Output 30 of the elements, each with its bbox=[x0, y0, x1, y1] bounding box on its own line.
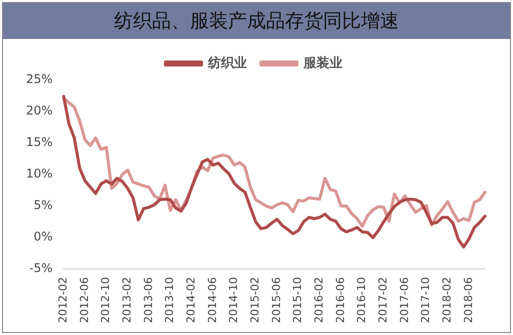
legend-label: 服装业 bbox=[302, 56, 342, 71]
x-tick-label: 2016-10 bbox=[355, 277, 368, 324]
y-tick-label: 20% bbox=[26, 104, 53, 118]
y-tick-label: 5% bbox=[34, 198, 53, 212]
x-tick-label: 2015-10 bbox=[291, 277, 304, 324]
y-tick-label: 10% bbox=[26, 166, 53, 181]
x-tick-label: 2016-06 bbox=[334, 277, 347, 324]
x-tick-label: 2013-06 bbox=[142, 277, 155, 324]
x-tick-label: 2018-02 bbox=[440, 277, 454, 324]
x-tick-label: 2016-02 bbox=[312, 277, 326, 324]
y-tick-label: 0% bbox=[34, 230, 53, 244]
y-tick-label: -5% bbox=[29, 261, 53, 276]
x-tick-label: 2015-02 bbox=[248, 277, 262, 324]
x-tick-label: 2012-02 bbox=[56, 277, 70, 324]
x-tick-label: 2017-10 bbox=[419, 277, 432, 324]
y-tick-label: 15% bbox=[26, 135, 53, 150]
y-tick-label: 25% bbox=[26, 72, 53, 86]
legend-label: 纺织业 bbox=[207, 54, 247, 71]
x-tick-label: 2014-10 bbox=[227, 277, 240, 324]
x-tick-label: 2013-10 bbox=[163, 277, 176, 324]
x-tick-label: 2014-06 bbox=[206, 277, 219, 324]
x-tick-label: 2017-06 bbox=[398, 277, 411, 324]
x-tick-label: 2014-02 bbox=[184, 277, 198, 324]
x-tick-label: 2012-06 bbox=[78, 277, 91, 324]
x-tick-label: 2013-02 bbox=[120, 277, 134, 324]
x-tick-label: 2017-02 bbox=[376, 277, 390, 324]
x-tick-label: 2018-06 bbox=[462, 277, 475, 324]
x-tick-label: 2015-06 bbox=[270, 277, 283, 324]
chart-title: 纺织品、服装产成品存货同比增速 bbox=[3, 3, 510, 39]
x-tick-label: 2012-10 bbox=[99, 277, 112, 324]
